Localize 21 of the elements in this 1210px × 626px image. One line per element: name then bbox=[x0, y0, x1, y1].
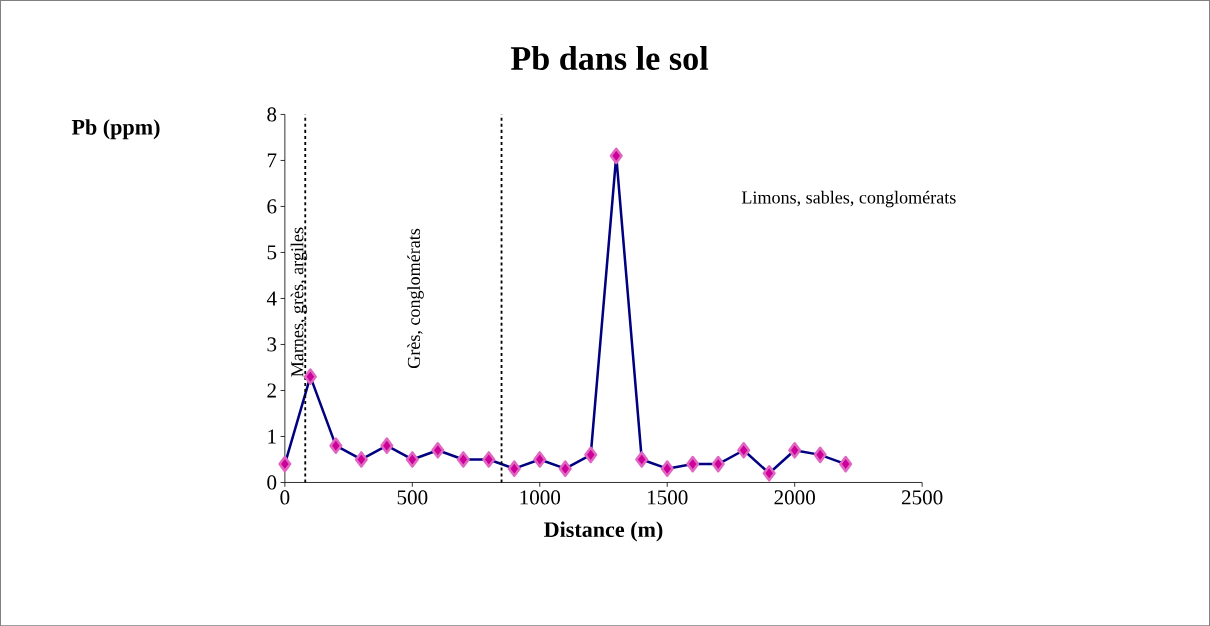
annotation: Marnes, grès, argiles bbox=[290, 227, 308, 377]
y-tick-label: 4 bbox=[266, 291, 277, 306]
y-axis-title: Pb (ppm) bbox=[71, 119, 160, 140]
x-tick-label: 0 bbox=[280, 490, 290, 505]
x-tick-label: 1000 bbox=[520, 490, 561, 505]
y-tick-label: 6 bbox=[267, 199, 277, 214]
chart-title: Pb dans le sol bbox=[510, 45, 709, 70]
x-tick-label: 500 bbox=[397, 490, 428, 505]
annotation: Grès, conglomérats bbox=[407, 228, 424, 368]
y-tick-label: 2 bbox=[267, 383, 276, 398]
y-tick-label: 7 bbox=[267, 153, 277, 168]
x-axis-title: Distance (m) bbox=[544, 521, 663, 542]
y-tick-label: 0 bbox=[267, 475, 277, 490]
y-tick-label: 1 bbox=[268, 429, 276, 444]
x-tick-label: 2000 bbox=[774, 490, 815, 505]
y-tick-label: 5 bbox=[267, 245, 277, 260]
annotation: Limons, sables, conglomérats bbox=[741, 190, 956, 208]
y-tick-label: 3 bbox=[267, 337, 277, 352]
y-tick-label: 8 bbox=[267, 107, 277, 122]
x-tick-label: 2500 bbox=[901, 490, 943, 505]
x-tick-label: 1500 bbox=[647, 490, 688, 505]
